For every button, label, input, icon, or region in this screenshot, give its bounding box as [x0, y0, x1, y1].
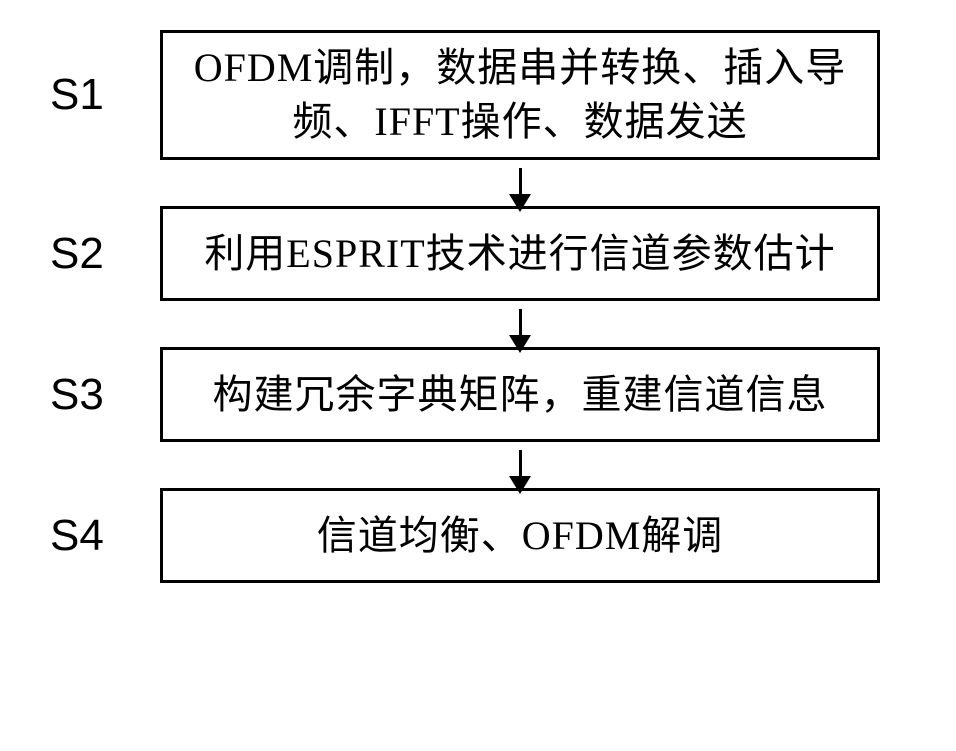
step-box-s3: 构建冗余字典矩阵，重建信道信息	[160, 347, 880, 442]
arrow-s2-s3	[160, 301, 880, 347]
step-label-s2: S2	[50, 229, 160, 279]
arrow-s1-s2	[160, 160, 880, 206]
step-box-s1: OFDM调制，数据串并转换、插入导频、IFFT操作、数据发送	[160, 30, 880, 160]
step-box-s2: 利用ESPRIT技术进行信道参数估计	[160, 206, 880, 301]
arrow-icon	[519, 450, 522, 480]
step-row-s2: S2 利用ESPRIT技术进行信道参数估计	[50, 206, 906, 301]
step-label-s4: S4	[50, 511, 160, 561]
flowchart-container: S1 OFDM调制，数据串并转换、插入导频、IFFT操作、数据发送 S2 利用E…	[50, 30, 906, 583]
step-row-s1: S1 OFDM调制，数据串并转换、插入导频、IFFT操作、数据发送	[50, 30, 906, 160]
step-row-s4: S4 信道均衡、OFDM解调	[50, 488, 906, 583]
step-text-s3: 构建冗余字典矩阵，重建信道信息	[213, 368, 828, 422]
step-text-s4: 信道均衡、OFDM解调	[317, 509, 724, 563]
step-label-s1: S1	[50, 70, 160, 120]
step-text-s2: 利用ESPRIT技术进行信道参数估计	[204, 227, 835, 281]
arrow-s3-s4	[160, 442, 880, 488]
step-text-s1: OFDM调制，数据串并转换、插入导频、IFFT操作、数据发送	[187, 41, 853, 149]
step-box-s4: 信道均衡、OFDM解调	[160, 488, 880, 583]
step-row-s3: S3 构建冗余字典矩阵，重建信道信息	[50, 347, 906, 442]
arrow-icon	[519, 309, 522, 339]
arrow-icon	[519, 168, 522, 198]
step-label-s3: S3	[50, 370, 160, 420]
